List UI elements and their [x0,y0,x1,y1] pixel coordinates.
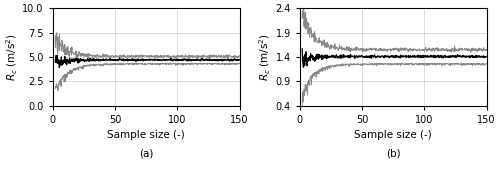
X-axis label: Sample size (-): Sample size (-) [108,130,185,140]
Text: (a): (a) [139,149,154,159]
Text: (b): (b) [386,149,400,159]
Y-axis label: $R_c$ (m/s$^2$): $R_c$ (m/s$^2$) [4,33,20,81]
Y-axis label: $R_c$ (m/s$^2$): $R_c$ (m/s$^2$) [257,33,272,81]
X-axis label: Sample size (-): Sample size (-) [354,130,432,140]
